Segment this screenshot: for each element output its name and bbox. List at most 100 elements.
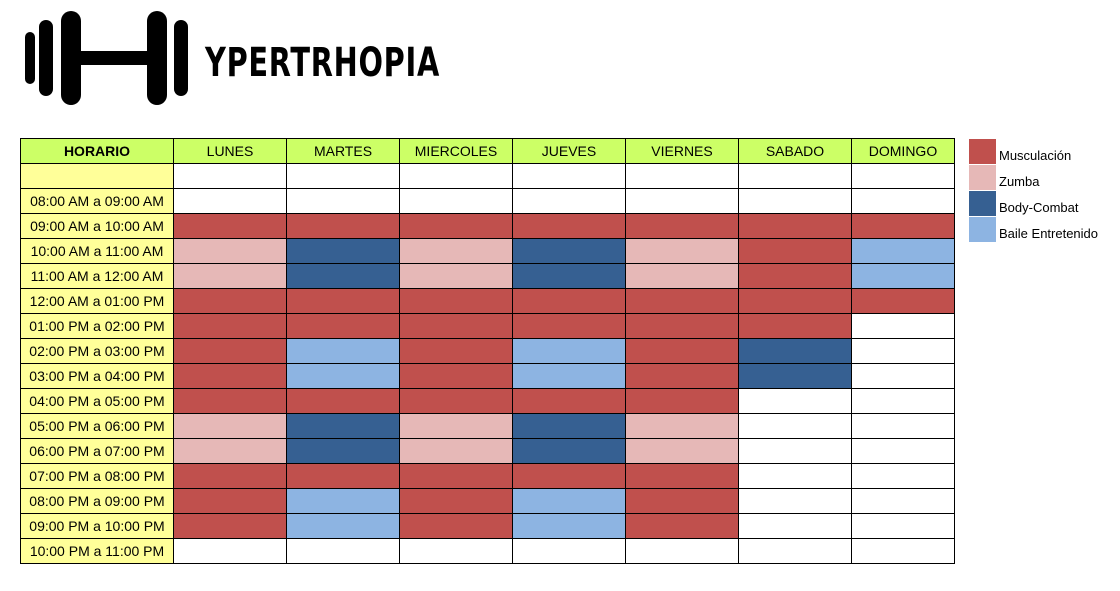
schedule-row: 01:00 PM a 02:00 PM <box>20 313 955 339</box>
class-slot <box>399 313 513 339</box>
time-cell: 06:00 PM a 07:00 PM <box>20 438 174 464</box>
class-slot <box>738 263 852 289</box>
schedule-row: 08:00 PM a 09:00 PM <box>20 488 955 514</box>
time-cell: 11:00 AM a 12:00 AM <box>20 263 174 289</box>
time-cell: 01:00 PM a 02:00 PM <box>20 313 174 339</box>
class-slot <box>399 213 513 239</box>
class-slot <box>625 538 739 564</box>
header-miercoles: MIERCOLES <box>399 138 513 164</box>
legend-label: Musculación <box>999 148 1072 163</box>
class-slot <box>399 163 513 189</box>
legend-label: Baile Entretenido <box>999 226 1099 241</box>
class-slot <box>738 513 852 539</box>
class-slot <box>625 288 739 314</box>
class-slot <box>173 363 287 389</box>
schedule-row: 07:00 PM a 08:00 PM <box>20 463 955 489</box>
class-slot <box>286 438 400 464</box>
class-slot <box>512 463 626 489</box>
class-slot <box>738 463 852 489</box>
time-cell: 09:00 AM a 10:00 AM <box>20 213 174 239</box>
class-slot <box>625 163 739 189</box>
time-cell: 10:00 PM a 11:00 PM <box>20 538 174 564</box>
schedule-row: 06:00 PM a 07:00 PM <box>20 438 955 464</box>
class-slot <box>286 488 400 514</box>
class-slot <box>851 513 955 539</box>
class-slot <box>173 313 287 339</box>
class-slot <box>738 438 852 464</box>
legend-label: Body-Combat <box>999 200 1079 215</box>
class-slot <box>738 213 852 239</box>
class-slot <box>625 413 739 439</box>
class-slot <box>738 338 852 364</box>
class-slot <box>399 188 513 214</box>
class-slot <box>173 213 287 239</box>
header-lunes: LUNES <box>173 138 287 164</box>
class-slot <box>173 338 287 364</box>
class-slot <box>286 288 400 314</box>
class-slot <box>851 288 955 314</box>
class-slot <box>399 463 513 489</box>
schedule-body: 08:00 AM a 09:00 AM 09:00 AM a 10:00 AM 10… <box>20 163 955 564</box>
legend-swatch <box>969 191 996 216</box>
class-slot <box>512 363 626 389</box>
class-slot <box>625 263 739 289</box>
class-slot <box>173 188 287 214</box>
class-slot <box>512 213 626 239</box>
schedule-row: 12:00 AM a 01:00 PM <box>20 288 955 314</box>
class-slot <box>512 263 626 289</box>
class-slot <box>738 163 852 189</box>
time-cell: 09:00 PM a 10:00 PM <box>20 513 174 539</box>
legend-label: Zumba <box>999 174 1040 189</box>
class-slot <box>625 438 739 464</box>
class-slot <box>851 363 955 389</box>
class-slot <box>512 238 626 264</box>
class-slot <box>738 188 852 214</box>
class-slot <box>625 463 739 489</box>
class-slot <box>173 488 287 514</box>
class-slot <box>512 188 626 214</box>
class-slot <box>851 463 955 489</box>
header-sabado: SABADO <box>738 138 852 164</box>
class-slot <box>851 338 955 364</box>
class-slot <box>512 163 626 189</box>
schedule-row: 02:00 PM a 03:00 PM <box>20 338 955 364</box>
class-slot <box>512 288 626 314</box>
class-slot <box>625 238 739 264</box>
header-horario: HORARIO <box>20 138 174 164</box>
header-domingo: DOMINGO <box>851 138 955 164</box>
class-slot <box>625 488 739 514</box>
class-slot <box>286 413 400 439</box>
legend-swatch <box>969 139 996 164</box>
time-cell: 12:00 AM a 01:00 PM <box>20 288 174 314</box>
class-slot <box>738 288 852 314</box>
schedule-row: 03:00 PM a 04:00 PM <box>20 363 955 389</box>
class-slot <box>512 338 626 364</box>
class-slot <box>399 538 513 564</box>
class-slot <box>738 238 852 264</box>
legend-swatch <box>969 217 996 242</box>
class-slot <box>286 263 400 289</box>
time-cell <box>20 163 174 189</box>
class-slot <box>512 488 626 514</box>
class-slot <box>399 238 513 264</box>
class-slot <box>286 238 400 264</box>
schedule-row: 10:00 AM a 11:00 AM <box>20 238 955 264</box>
class-slot <box>738 488 852 514</box>
schedule-row: 05:00 PM a 06:00 PM <box>20 413 955 439</box>
class-slot <box>286 163 400 189</box>
class-slot <box>851 213 955 239</box>
class-slot <box>286 388 400 414</box>
class-slot <box>173 438 287 464</box>
class-slot <box>399 438 513 464</box>
time-cell: 08:00 PM a 09:00 PM <box>20 488 174 514</box>
schedule-row: 11:00 AM a 12:00 AM <box>20 263 955 289</box>
class-slot <box>286 313 400 339</box>
class-slot <box>173 513 287 539</box>
class-slot <box>286 538 400 564</box>
class-slot <box>399 388 513 414</box>
class-slot <box>173 288 287 314</box>
logo: YPERTRHOPIA <box>22 8 439 108</box>
class-slot <box>738 313 852 339</box>
class-slot <box>512 388 626 414</box>
time-cell: 08:00 AM a 09:00 AM <box>20 188 174 214</box>
